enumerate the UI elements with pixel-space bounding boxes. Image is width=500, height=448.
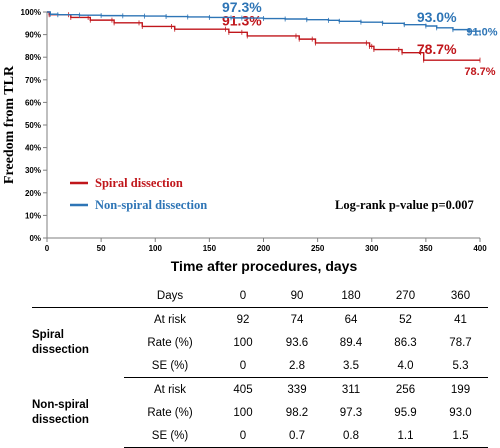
table-row: Non-spiral dissection At risk 405 339 31… (32, 378, 488, 426)
table-cell: 52 (399, 313, 412, 326)
legend-label-non-spiral: Non-spiral dissection (95, 198, 207, 212)
table-row: Spiral dissection At risk 92 74 64 52 41 (32, 308, 488, 356)
table-cell: 93.6 (285, 336, 309, 349)
y-axis-label: Freedom from TLR (2, 65, 17, 184)
table-row: SE (%) 0 0.7 0.8 1.1 1.5 (32, 424, 488, 448)
table-cell: 92 (236, 313, 250, 326)
chart-marks: 91.3% 78.7% 78.7% 97.3% 93.0% 91.0% (47, 0, 498, 78)
legend: Spiral dissection Non-spiral dissection (70, 176, 207, 212)
row-label: Rate (%) (147, 336, 193, 349)
table-cell: 100 (233, 336, 253, 349)
table-cell: 93.0 (449, 406, 472, 419)
risk-table: Days 0 90 180 270 360 Spiral dissection … (32, 284, 488, 448)
data-label-spiral: 78.7% (464, 66, 495, 78)
data-label-non-spiral: 91.0% (466, 26, 497, 38)
table-cell: 97.3 (339, 406, 363, 419)
table-cell: 74 (290, 313, 304, 326)
legend-label-spiral: Spiral dissection (95, 176, 183, 190)
table-cell: 0.7 (270, 424, 324, 448)
x-tick-label: 200 (257, 244, 271, 253)
table-cell: 4.0 (378, 354, 433, 378)
table-cell: 0.8 (324, 424, 378, 448)
x-axis-label: Time after procedures, days (171, 258, 358, 274)
row-label: SE (%) (124, 354, 216, 378)
table-cell: 98.2 (285, 406, 309, 419)
table-cell: 405 (233, 383, 253, 396)
y-tick-label: 60% (25, 98, 41, 107)
x-tick-label: 250 (311, 244, 325, 253)
table-row: Rate (%) 100 93.6 89.4 86.3 78.7 (32, 331, 488, 354)
table-cell: 3.5 (324, 354, 378, 378)
table-cell: 89.4 (339, 336, 363, 349)
y-tick-label: 0% (29, 234, 41, 243)
y-tick-label: 40% (25, 144, 41, 153)
row-label: At risk (154, 383, 186, 396)
y-tick-label: 50% (25, 121, 41, 130)
row-label: SE (%) (124, 424, 216, 448)
y-tick-label: 10% (25, 211, 41, 220)
data-label-spiral: 78.7% (417, 41, 457, 57)
table-cell: 78.7 (449, 336, 472, 349)
table-cell: 0 (216, 354, 270, 378)
table-cell: 95.9 (394, 406, 417, 419)
x-tick-label: 150 (203, 244, 217, 253)
y-tick-label: 30% (25, 166, 41, 175)
table-row: SE (%) 0 2.8 3.5 4.0 5.3 (32, 354, 488, 378)
table-cell: 1.1 (378, 424, 433, 448)
table-cell: 256 (395, 383, 416, 396)
header-cell: 90 (270, 284, 324, 308)
log-rank-text: Log-rank p-value p=0.007 (335, 198, 474, 212)
x-tick-label: 100 (149, 244, 163, 253)
chart-axes: 0% 10% 20% 30% 40% 50% 60% 70% 80% 90% 100% 0 50 100 1… (21, 8, 488, 253)
x-tick-label: 350 (419, 244, 433, 253)
table-cell: 41 (454, 313, 467, 326)
header-cell: 360 (433, 284, 488, 308)
x-tick-label: 300 (365, 244, 379, 253)
table-cell: 100 (233, 406, 253, 419)
table-cell: 1.5 (433, 424, 488, 448)
data-label-non-spiral: 93.0% (417, 9, 457, 25)
x-tick-label: 400 (473, 244, 487, 253)
header-cell: 0 (216, 284, 270, 308)
header-cell: 180 (324, 284, 378, 308)
y-tick-label: 20% (25, 189, 41, 198)
group-label-non-spiral: Non-spiral dissection (32, 398, 89, 426)
table-cell: 86.3 (394, 336, 417, 349)
x-tick-label: 0 (45, 244, 50, 253)
table-cell: 2.8 (270, 354, 324, 378)
y-tick-label: 100% (21, 8, 41, 17)
group-label-spiral: Spiral dissection (32, 328, 89, 356)
y-tick-label: 90% (25, 31, 41, 40)
km-chart: 0% 10% 20% 30% 40% 50% 60% 70% 80% 90% 100% 0 50 100 1… (2, 0, 498, 274)
table-cell: 199 (450, 383, 471, 396)
header-cell: Days (124, 284, 216, 308)
table-cell: 311 (341, 383, 361, 396)
table-cell: 5.3 (433, 354, 488, 378)
table-cell: 64 (344, 313, 358, 326)
row-label: Rate (%) (147, 406, 193, 419)
data-label-non-spiral: 97.3% (222, 0, 262, 15)
y-tick-label: 80% (25, 53, 41, 62)
x-tick-label: 50 (97, 244, 106, 253)
table-cell: 0 (216, 424, 270, 448)
y-tick-label: 70% (25, 76, 41, 85)
table-row: Rate (%) 100 98.2 97.3 95.9 93.0 (32, 401, 488, 424)
header-cell: 270 (378, 284, 433, 308)
data-label-spiral: 91.3% (222, 13, 262, 29)
table-cell: 339 (287, 383, 307, 396)
row-label: At risk (154, 313, 186, 326)
table-header-row: Days 0 90 180 270 360 (32, 284, 488, 308)
